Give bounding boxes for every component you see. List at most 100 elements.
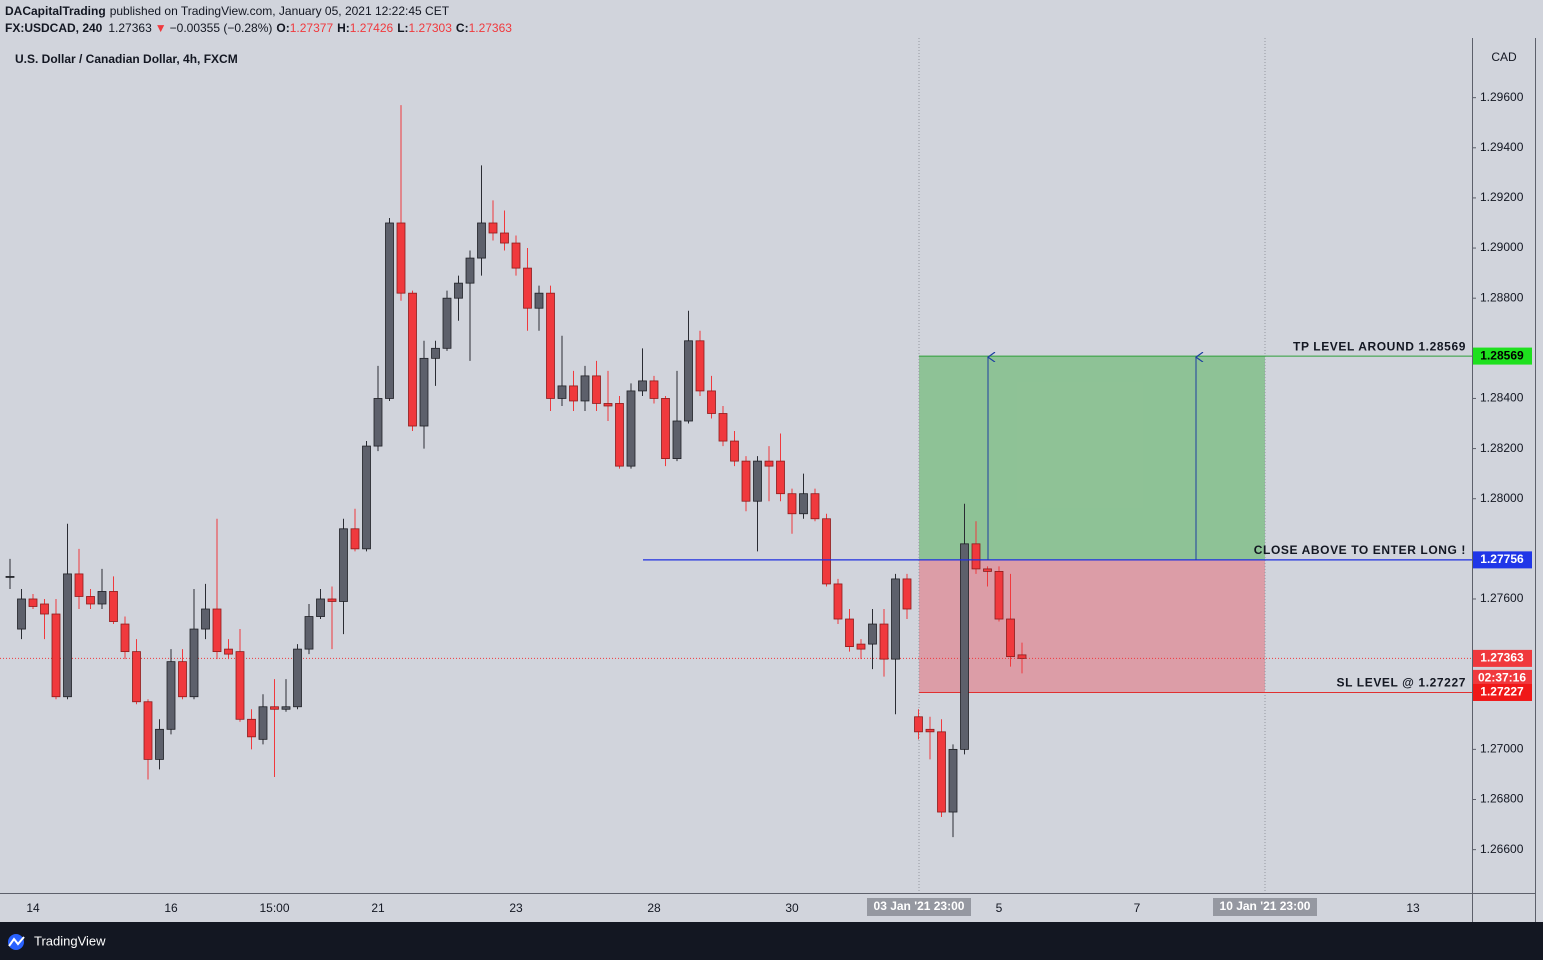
y-tick-label: 1.28800 [1480, 290, 1524, 304]
candle-body [1006, 618, 1015, 658]
x-tick-label: 21 [371, 901, 385, 915]
h: 1.27426 [350, 21, 394, 35]
candle-body [879, 623, 889, 660]
candle-body [707, 390, 716, 414]
y-tick-label: 1.29200 [1480, 190, 1524, 204]
y-tick-label: 1.29400 [1480, 140, 1524, 154]
range-label: 03 Jan '21 23:00 [874, 899, 965, 913]
candle-body [419, 357, 429, 427]
c-label: C: [456, 21, 469, 35]
candle-body [983, 568, 992, 572]
candle-body [822, 518, 831, 585]
candle-body [362, 445, 371, 550]
candle-body [477, 222, 486, 259]
y-tick-label: 1.28000 [1480, 491, 1524, 505]
candle-body [28, 598, 38, 607]
y-tick-label: 1.27600 [1480, 591, 1524, 605]
x-tick-label: 13 [1406, 901, 1420, 915]
brand[interactable]: TradingView [34, 933, 106, 948]
chart-title: U.S. Dollar / Canadian Dollar, 4h, FXCM [15, 52, 238, 66]
candle-body [948, 748, 958, 813]
candle-body [97, 591, 107, 605]
candle-body [914, 716, 923, 733]
candle-body [730, 440, 739, 462]
last-price-label: 1.27363 [1480, 651, 1524, 665]
c: 1.27363 [469, 21, 513, 35]
o-label: O: [276, 21, 289, 35]
x-tick-label: 14 [26, 901, 40, 915]
candle-body [960, 543, 969, 750]
candle-body [316, 598, 325, 617]
candle-body [845, 618, 854, 648]
l: 1.27303 [409, 21, 453, 35]
candle-body [212, 608, 222, 653]
y-tick-label: 1.29000 [1480, 240, 1524, 254]
candle-body [270, 706, 279, 710]
l-label: L: [397, 21, 408, 35]
candle-body [74, 573, 84, 597]
candle-body [592, 375, 601, 404]
candle-body [764, 460, 774, 467]
candle-body [396, 222, 406, 294]
candle-body [718, 413, 728, 442]
candle-body [431, 347, 440, 359]
x-tick-label: 7 [1134, 901, 1141, 915]
candle-body [109, 591, 118, 622]
candle-body [569, 385, 578, 402]
x-tick-label: 23 [509, 901, 523, 915]
y-tick-label: 1.27000 [1480, 742, 1524, 756]
entry-price-label-bg [1473, 551, 1532, 569]
candle-body [408, 292, 417, 427]
tp-price-label: 1.28569 [1480, 348, 1524, 362]
plot [0, 38, 1472, 893]
candle-body [833, 583, 843, 620]
candle-body [937, 731, 946, 813]
candle-body [488, 222, 498, 234]
annotation: SL LEVEL @ 1.27227 [1337, 676, 1466, 690]
author: DACapitalTrading [5, 4, 106, 18]
annotation: CLOSE ABOVE TO ENTER LONG ! [1254, 543, 1466, 557]
candle-body [373, 398, 383, 447]
o: 1.27377 [290, 21, 334, 35]
x-tick-label: 28 [647, 901, 661, 915]
candle-body [465, 257, 475, 284]
countdown-label: 02:37:16 [1478, 671, 1526, 685]
candle-body [189, 628, 199, 698]
header-line-1: DACapitalTrading published on TradingView… [5, 4, 450, 18]
range-label: 10 Jan '21 23:00 [1220, 899, 1311, 913]
loss-zone [919, 559, 1265, 693]
candle-body [385, 222, 394, 399]
sl-price-label-bg [1473, 683, 1532, 701]
candle-body [534, 292, 544, 309]
candle-body [224, 648, 233, 655]
candle-body [776, 460, 785, 495]
logo [8, 934, 25, 950]
candle-body [902, 578, 912, 610]
candle-body [339, 528, 348, 602]
sl-price-label: 1.27227 [1480, 685, 1524, 699]
candle-body [994, 571, 1004, 620]
candle-body [143, 701, 153, 760]
x-tick-label: 30 [785, 901, 799, 915]
candle-body [684, 340, 693, 422]
last-price-label-bg [1473, 649, 1532, 667]
candle-body [615, 403, 624, 467]
candle-body [293, 648, 302, 708]
symbol: FX:USDCAD, 240 [5, 21, 103, 35]
candle-body [603, 403, 613, 407]
x-tick-label: 16 [164, 901, 178, 915]
candle-body [672, 420, 682, 460]
candle-body [178, 661, 187, 698]
y-tick-label: 1.26600 [1480, 842, 1524, 856]
x-tick-label: 15:00 [259, 901, 289, 915]
candle-body [327, 598, 337, 602]
x-tick-label: 5 [996, 901, 1003, 915]
candle-body [799, 493, 808, 515]
candle-body [350, 528, 360, 550]
candle-body [5, 576, 15, 578]
candle-body [810, 493, 820, 520]
candle-body [500, 232, 509, 244]
candle-body [304, 616, 314, 650]
y-tick-label: 1.28400 [1480, 391, 1524, 405]
